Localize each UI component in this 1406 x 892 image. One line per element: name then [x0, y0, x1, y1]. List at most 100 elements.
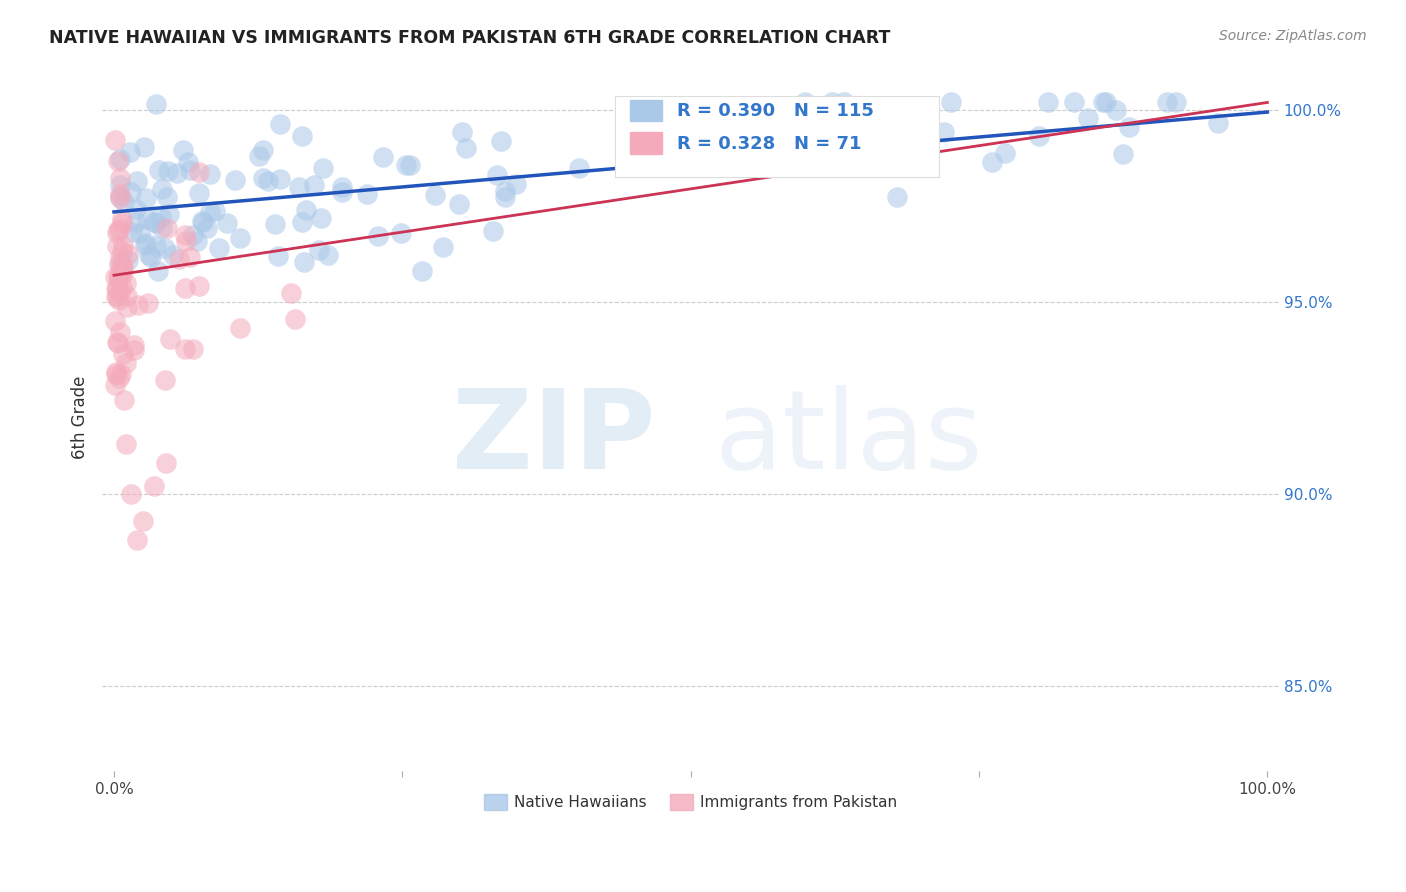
Point: [108, 251, 131, 265]
Point: [198, 204, 221, 219]
Text: ZIP: ZIP: [451, 385, 655, 492]
Point: [269, 172, 291, 186]
Point: [302, 178, 325, 192]
Point: [454, 141, 477, 155]
Point: [174, 235, 197, 249]
Point: [122, 343, 145, 357]
Point: [107, 334, 129, 349]
Point: [489, 134, 512, 148]
Point: [737, 153, 759, 167]
Point: [104, 378, 127, 392]
Point: [316, 248, 339, 262]
Point: [104, 270, 127, 285]
Point: [179, 250, 201, 264]
Point: [110, 244, 132, 259]
Point: [482, 224, 505, 238]
Point: [125, 215, 148, 229]
Y-axis label: 6th Grade: 6th Grade: [72, 376, 89, 459]
Point: [252, 143, 274, 157]
Text: R = 0.390   N = 115: R = 0.390 N = 115: [676, 103, 873, 120]
Point: [107, 154, 129, 169]
Point: [150, 220, 173, 235]
Point: [288, 180, 311, 194]
Point: [104, 313, 127, 327]
Point: [111, 279, 134, 293]
Point: [143, 479, 166, 493]
Point: [159, 332, 181, 346]
Point: [120, 185, 142, 199]
Point: [1166, 95, 1188, 110]
Point: [1206, 116, 1229, 130]
Point: [132, 514, 155, 528]
Point: [150, 182, 173, 196]
Point: [105, 289, 128, 303]
Point: [280, 286, 302, 301]
Point: [108, 285, 131, 299]
Point: [294, 254, 316, 268]
Point: [257, 174, 280, 188]
Point: [870, 114, 893, 128]
Point: [156, 190, 179, 204]
Point: [197, 221, 219, 235]
Point: [980, 154, 1002, 169]
Point: [886, 190, 908, 204]
Point: [994, 145, 1017, 160]
Point: [356, 186, 378, 201]
Point: [423, 187, 446, 202]
Point: [114, 437, 136, 451]
Point: [138, 248, 160, 262]
Point: [939, 95, 962, 110]
Point: [117, 253, 139, 268]
Point: [269, 117, 291, 131]
Point: [167, 252, 190, 266]
Point: [311, 211, 333, 225]
Point: [1156, 95, 1178, 110]
Point: [291, 215, 314, 229]
Point: [291, 129, 314, 144]
Point: [1112, 147, 1135, 161]
Point: [505, 177, 527, 191]
Point: [114, 392, 136, 407]
Point: [107, 335, 129, 350]
Point: [111, 258, 134, 272]
Point: [114, 355, 136, 369]
Point: [411, 264, 433, 278]
Point: [105, 226, 128, 240]
Point: [188, 186, 211, 200]
Point: [108, 171, 131, 186]
Point: [111, 347, 134, 361]
Point: [111, 216, 134, 230]
Point: [1028, 128, 1050, 143]
Point: [367, 228, 389, 243]
FancyBboxPatch shape: [630, 100, 662, 121]
Point: [107, 223, 129, 237]
Point: [111, 260, 134, 274]
Point: [330, 180, 353, 194]
Point: [134, 238, 156, 252]
Point: [1105, 103, 1128, 118]
Point: [172, 143, 194, 157]
Text: R = 0.328   N = 71: R = 0.328 N = 71: [676, 135, 860, 153]
Point: [832, 95, 855, 110]
Point: [191, 215, 214, 229]
FancyBboxPatch shape: [616, 95, 939, 178]
Point: [166, 166, 188, 180]
Point: [108, 190, 131, 204]
Point: [249, 148, 271, 162]
Point: [155, 241, 177, 255]
Point: [108, 191, 131, 205]
Point: [107, 267, 129, 281]
Point: [181, 227, 204, 242]
Point: [145, 239, 167, 253]
Point: [146, 264, 169, 278]
FancyBboxPatch shape: [630, 132, 662, 153]
Point: [174, 342, 197, 356]
Point: [135, 191, 157, 205]
Point: [823, 114, 845, 128]
Point: [450, 125, 472, 139]
Point: [104, 368, 127, 382]
Point: [142, 215, 165, 229]
Point: [145, 97, 167, 112]
Point: [198, 168, 221, 182]
Point: [108, 187, 131, 202]
